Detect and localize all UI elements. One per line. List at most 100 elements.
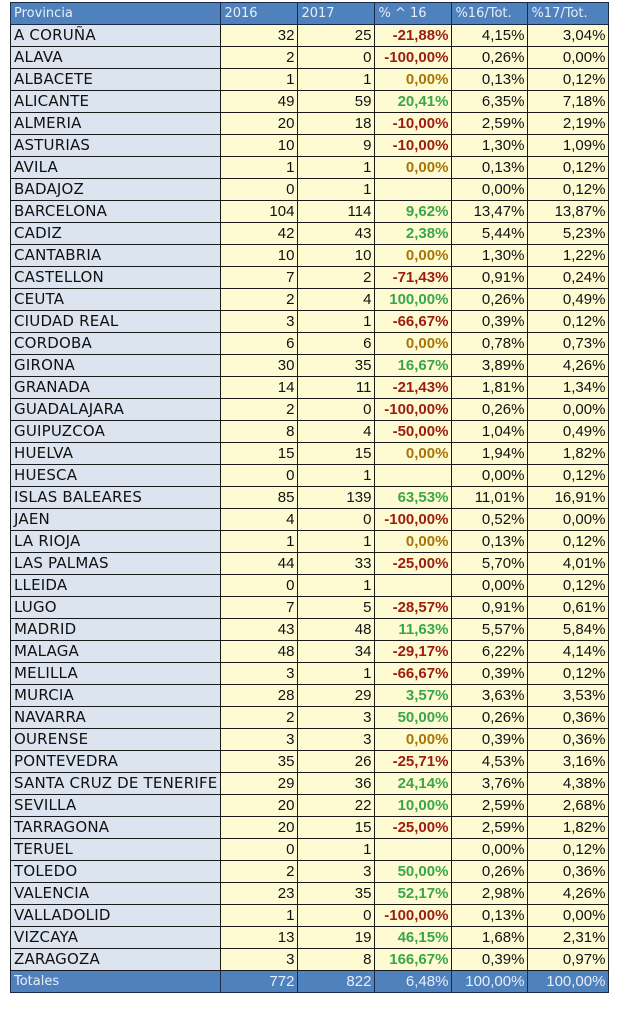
- header-variation: % ^ 16: [374, 2, 453, 25]
- variation-cell: 52,17%: [374, 882, 453, 905]
- value-2017-cell: 48: [297, 618, 376, 641]
- table-row: VALLADOLID 1 0 -100,00% 0,13% 0,00%: [9, 904, 610, 927]
- totals-2017: 822: [297, 970, 376, 993]
- value-2017-cell: 6: [297, 332, 376, 355]
- value-2017-cell: 43: [297, 222, 376, 245]
- table-row: ALICANTE 49 59 20,41% 6,35% 7,18%: [9, 90, 610, 113]
- table-row: CIUDAD REAL 3 1 -66,67% 0,39% 0,12%: [9, 310, 610, 333]
- totals-variation: 6,48%: [374, 970, 453, 993]
- value-2016-cell: 2: [220, 706, 299, 729]
- totals-row: Totales 772 822 6,48% 100,00% 100,00%: [9, 970, 610, 993]
- table-row: LAS PALMAS 44 33 -25,00% 5,70% 4,01%: [9, 552, 610, 575]
- pct16-cell: 1,30%: [451, 134, 529, 157]
- provincia-cell: SANTA CRUZ DE TENERIFE: [9, 772, 222, 795]
- totals-pct16: 100,00%: [451, 970, 529, 993]
- table-row: ALBACETE 1 1 0,00% 0,13% 0,12%: [9, 68, 610, 91]
- pct17-cell: 0,49%: [527, 420, 610, 443]
- pct17-cell: 0,00%: [527, 46, 610, 69]
- pct16-cell: 0,13%: [451, 156, 529, 179]
- provincia-cell: GRANADA: [9, 376, 222, 399]
- table-row: TOLEDO 2 3 50,00% 0,26% 0,36%: [9, 860, 610, 883]
- pct17-cell: 4,14%: [527, 640, 610, 663]
- header-provincia: Provincia: [9, 2, 222, 25]
- table-row: ISLAS BALEARES 85 139 63,53% 11,01% 16,91%: [9, 486, 610, 509]
- pct17-cell: 7,18%: [527, 90, 610, 113]
- provincia-cell: BADAJOZ: [9, 178, 222, 201]
- pct17-cell: 0,61%: [527, 596, 610, 619]
- value-2016-cell: 43: [220, 618, 299, 641]
- pct17-cell: 2,68%: [527, 794, 610, 817]
- table-row: VALENCIA 23 35 52,17% 2,98% 4,26%: [9, 882, 610, 905]
- provincia-cell: GUADALAJARA: [9, 398, 222, 421]
- value-2017-cell: 35: [297, 882, 376, 905]
- provincia-cell: ALMERIA: [9, 112, 222, 135]
- value-2016-cell: 28: [220, 684, 299, 707]
- pct17-cell: 5,23%: [527, 222, 610, 245]
- value-2016-cell: 20: [220, 112, 299, 135]
- pct16-cell: 1,68%: [451, 926, 529, 949]
- variation-cell: -66,67%: [374, 310, 453, 333]
- pct16-cell: 2,59%: [451, 816, 529, 839]
- pct16-cell: 0,00%: [451, 574, 529, 597]
- pct16-cell: 2,59%: [451, 794, 529, 817]
- value-2017-cell: 139: [297, 486, 376, 509]
- table-row: MALAGA 48 34 -29,17% 6,22% 4,14%: [9, 640, 610, 663]
- value-2016-cell: 10: [220, 244, 299, 267]
- pct16-cell: 0,00%: [451, 838, 529, 861]
- provincia-cell: NAVARRA: [9, 706, 222, 729]
- table-row: LUGO 7 5 -28,57% 0,91% 0,61%: [9, 596, 610, 619]
- pct16-cell: 2,98%: [451, 882, 529, 905]
- variation-cell: -25,00%: [374, 552, 453, 575]
- provincia-cell: PONTEVEDRA: [9, 750, 222, 773]
- value-2016-cell: 0: [220, 838, 299, 861]
- provincia-cell: CORDOBA: [9, 332, 222, 355]
- pct16-cell: 5,44%: [451, 222, 529, 245]
- variation-cell: -29,17%: [374, 640, 453, 663]
- variation-cell: 0,00%: [374, 332, 453, 355]
- provincia-cell: SEVILLA: [9, 794, 222, 817]
- variation-cell: -21,43%: [374, 376, 453, 399]
- value-2016-cell: 48: [220, 640, 299, 663]
- variation-cell: -71,43%: [374, 266, 453, 289]
- provincia-cell: ZARAGOZA: [9, 948, 222, 971]
- provincia-cell: MADRID: [9, 618, 222, 641]
- value-2016-cell: 30: [220, 354, 299, 377]
- pct16-cell: 1,30%: [451, 244, 529, 267]
- variation-cell: -10,00%: [374, 134, 453, 157]
- pct17-cell: 0,00%: [527, 508, 610, 531]
- pct17-cell: 0,12%: [527, 156, 610, 179]
- pct16-cell: 3,76%: [451, 772, 529, 795]
- table-row: MADRID 43 48 11,63% 5,57% 5,84%: [9, 618, 610, 641]
- value-2017-cell: 34: [297, 640, 376, 663]
- value-2016-cell: 15: [220, 442, 299, 465]
- value-2017-cell: 11: [297, 376, 376, 399]
- pct17-cell: 3,16%: [527, 750, 610, 773]
- table-row: CANTABRIA 10 10 0,00% 1,30% 1,22%: [9, 244, 610, 267]
- table-row: ZARAGOZA 3 8 166,67% 0,39% 0,97%: [9, 948, 610, 971]
- value-2016-cell: 4: [220, 508, 299, 531]
- variation-cell: -100,00%: [374, 46, 453, 69]
- pct17-cell: 0,73%: [527, 332, 610, 355]
- pct17-cell: 3,04%: [527, 24, 610, 47]
- value-2017-cell: 0: [297, 46, 376, 69]
- value-2016-cell: 1: [220, 904, 299, 927]
- pct16-cell: 0,52%: [451, 508, 529, 531]
- value-2017-cell: 22: [297, 794, 376, 817]
- provincia-cell: ALBACETE: [9, 68, 222, 91]
- provincia-cell: LAS PALMAS: [9, 552, 222, 575]
- provincia-cell: ALAVA: [9, 46, 222, 69]
- value-2016-cell: 0: [220, 464, 299, 487]
- table-row: ALAVA 2 0 -100,00% 0,26% 0,00%: [9, 46, 610, 69]
- variation-cell: 0,00%: [374, 442, 453, 465]
- provincia-cell: CIUDAD REAL: [9, 310, 222, 333]
- value-2017-cell: 5: [297, 596, 376, 619]
- pct17-cell: 0,12%: [527, 68, 610, 91]
- table-row: ALMERIA 20 18 -10,00% 2,59% 2,19%: [9, 112, 610, 135]
- table-row: LA RIOJA 1 1 0,00% 0,13% 0,12%: [9, 530, 610, 553]
- header-2017: 2017: [297, 2, 376, 25]
- provincia-cell: OURENSE: [9, 728, 222, 751]
- value-2016-cell: 2: [220, 288, 299, 311]
- value-2016-cell: 3: [220, 662, 299, 685]
- pct16-cell: 0,39%: [451, 948, 529, 971]
- value-2016-cell: 85: [220, 486, 299, 509]
